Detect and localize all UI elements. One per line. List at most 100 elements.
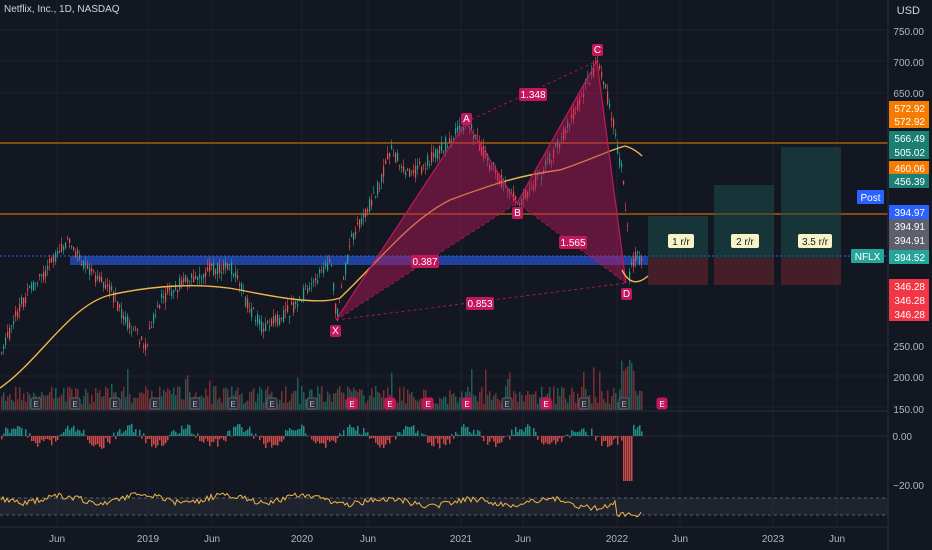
volume-bar <box>5 400 7 410</box>
candle-body <box>307 288 309 293</box>
moving-average-line[interactable] <box>0 145 643 389</box>
histogram-bar <box>277 436 279 446</box>
histogram-bar <box>149 436 151 439</box>
candle-body <box>253 308 255 310</box>
svg-text:Post: Post <box>860 193 880 204</box>
candle-body <box>531 186 533 188</box>
candle-body <box>369 199 371 212</box>
volume-bar <box>287 402 289 410</box>
volume-bar <box>577 393 579 410</box>
candle-body <box>493 162 495 165</box>
volume-bar <box>533 393 535 410</box>
histogram-bar <box>25 429 27 436</box>
candle-body <box>159 305 161 309</box>
earnings-marker-text: E <box>425 400 430 409</box>
histogram-bar <box>213 436 215 442</box>
histogram-bar <box>151 436 153 447</box>
candle-body <box>407 168 409 171</box>
histogram-bar <box>623 436 625 481</box>
pattern-triangle-xab <box>336 122 517 320</box>
volume-bar <box>161 396 163 410</box>
candle-body <box>309 287 311 290</box>
demand-zone[interactable] <box>70 256 648 265</box>
histogram-bar <box>617 436 619 445</box>
volume-bar <box>177 386 179 410</box>
symbol-title[interactable]: Netflix, Inc., 1D, NASDAQ <box>4 4 120 15</box>
candle-body <box>123 316 125 320</box>
volume-bar <box>147 389 149 410</box>
stop-box-3[interactable] <box>781 258 841 285</box>
candle-body <box>513 191 515 201</box>
histogram-bar <box>305 433 307 436</box>
candle-body <box>357 222 359 224</box>
volume-bar <box>91 394 93 410</box>
histogram-bar <box>199 436 201 441</box>
histogram-bar <box>157 436 159 446</box>
histogram-bar <box>537 436 539 440</box>
histogram-bar <box>15 428 17 436</box>
candle-body <box>351 233 353 237</box>
price-axis-bg[interactable] <box>888 0 932 550</box>
histogram-bar <box>343 429 345 436</box>
currency-label[interactable]: USD <box>896 5 920 17</box>
volume-bar <box>607 390 609 410</box>
stop-box-1[interactable] <box>648 258 708 285</box>
candle-body <box>29 285 31 288</box>
candle-body <box>339 301 341 303</box>
candle-body <box>257 314 259 324</box>
candle-body <box>519 203 521 206</box>
earnings-marker-bg <box>461 397 473 410</box>
candle-body <box>625 210 627 212</box>
candle-body <box>141 336 143 340</box>
candle-body <box>91 268 93 272</box>
volume-bar <box>595 396 597 410</box>
histogram-bar <box>269 436 271 442</box>
histogram-bar <box>171 431 173 436</box>
candle-body <box>175 284 177 290</box>
volume-bar <box>29 394 31 410</box>
histogram-bar <box>435 436 437 439</box>
candle-body <box>455 128 457 135</box>
histogram-bar <box>61 433 63 436</box>
histogram-bar <box>179 433 181 436</box>
volume-bar <box>575 402 577 410</box>
candle-body <box>427 155 429 166</box>
histogram-bar <box>111 436 113 437</box>
price-tag-bg <box>889 205 929 219</box>
histogram-bar <box>513 434 515 436</box>
candle-body <box>303 287 305 301</box>
stop-box-2[interactable] <box>714 258 774 285</box>
time-axis[interactable]: Jun 2019 Jun 2020 Jun 2021 Jun 2022 Jun 2023 Jun <box>49 534 845 545</box>
candle-body <box>129 322 131 328</box>
candle-body <box>413 169 415 173</box>
candle-body <box>551 160 553 163</box>
candle-body <box>49 258 51 263</box>
candle-body <box>85 263 87 266</box>
histogram-bar <box>13 428 15 436</box>
volume-bar <box>305 399 307 410</box>
histogram-bar <box>587 434 589 436</box>
candle-body <box>239 283 241 286</box>
histogram-bar <box>99 436 101 447</box>
earnings-marker: E <box>227 397 239 410</box>
target-label-2: 2 r/r <box>731 234 759 248</box>
candle-body <box>555 143 557 147</box>
ratio-label-bd: 1.565 <box>559 236 587 249</box>
histogram-bar <box>355 430 357 436</box>
target-label-3: 3.5 r/r <box>798 234 832 248</box>
candle-body <box>613 119 615 128</box>
histogram-bar <box>53 436 55 439</box>
volume-bar <box>317 386 319 410</box>
time-axis-label: 2021 <box>450 534 473 545</box>
candle-body <box>565 130 567 134</box>
svg-text:2 r/r: 2 r/r <box>736 237 754 248</box>
candle-body <box>593 68 595 77</box>
candle-body <box>569 124 571 126</box>
volume-bar <box>209 380 211 410</box>
histogram-bar <box>67 425 69 436</box>
candle-body <box>113 292 115 303</box>
time-axis-label: Jun <box>360 534 376 545</box>
candle-body <box>447 146 449 148</box>
volume-bar <box>55 387 57 410</box>
